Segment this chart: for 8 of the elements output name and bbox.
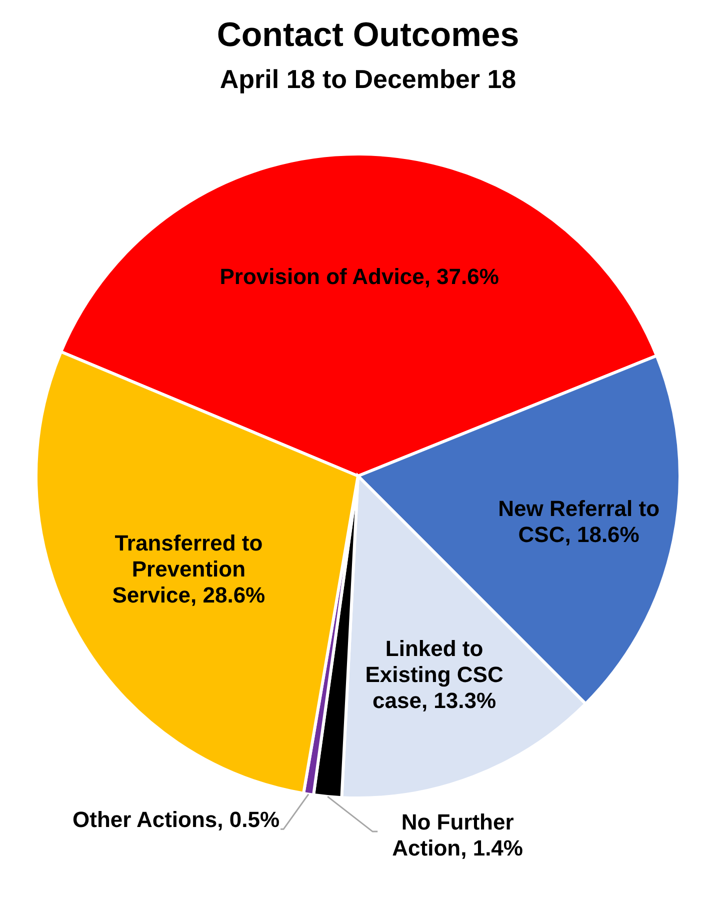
slice-label: No Further Action, 1.4% (392, 809, 523, 860)
slice-label: New Referral to CSC, 18.6% (498, 496, 660, 547)
slice-label: Linked to Existing CSC case, 13.3% (365, 636, 504, 714)
chart-subtitle: April 18 to December 18 (220, 64, 516, 94)
slice-label: Transferred to Prevention Service, 28.6% (112, 530, 266, 608)
slice-label: Provision of Advice, 37.6% (220, 264, 499, 290)
slice-label: Other Actions, 0.5% (72, 806, 280, 832)
chart-title: Contact Outcomes (216, 16, 520, 54)
